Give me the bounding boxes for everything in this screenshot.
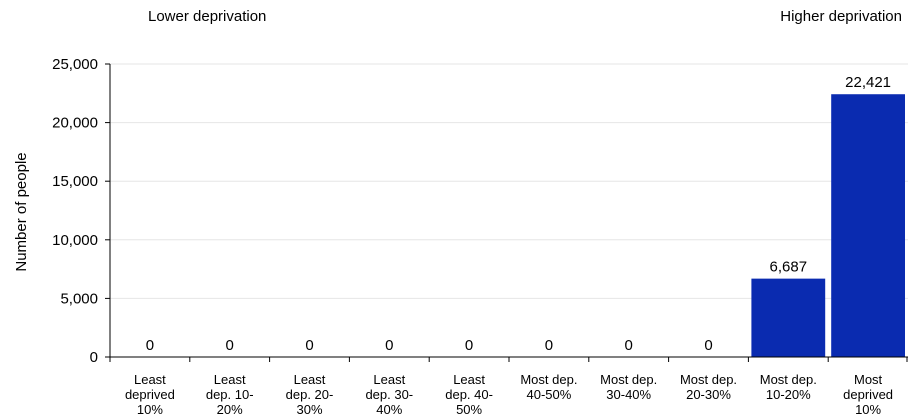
x-tick-label: Least dep. 20-30% <box>286 372 334 417</box>
bar-value-label: 6,687 <box>770 259 808 276</box>
x-axis: Least deprived 10% Least dep. 10-20% Least dep… <box>109 356 908 417</box>
y-axis: 0 5,000 10,000 15,000 20,000 25,000 <box>52 56 111 366</box>
x-tick-label: Most dep. 10-20% <box>760 372 817 402</box>
bar-value-label: 22,421 <box>845 74 891 91</box>
y-tick-label: 15,000 <box>52 173 98 190</box>
bar-value-label: 0 <box>465 337 473 354</box>
y-tick-label: 25,000 <box>52 56 98 73</box>
y-axis-title: Number of people <box>13 152 30 271</box>
bars: 0 0 0 0 0 0 0 0 6,687 22,421 <box>146 74 905 357</box>
lower-deprivation-label: Lower deprivation <box>148 8 267 25</box>
bar-value-label: 0 <box>385 337 393 354</box>
bar <box>831 94 905 357</box>
y-tick-label: 10,000 <box>52 232 98 249</box>
x-tick-label: Least dep. 30-40% <box>365 372 413 417</box>
x-tick-label: Least dep. 40-50% <box>445 372 493 417</box>
y-tick-label: 5,000 <box>60 290 98 307</box>
higher-deprivation-label: Higher deprivation <box>780 8 902 25</box>
x-tick-label: Most deprived 10% <box>843 372 893 417</box>
bar-value-label: 0 <box>704 337 712 354</box>
bar-value-label: 0 <box>226 337 234 354</box>
bar-value-label: 0 <box>305 337 313 354</box>
bar-value-label: 0 <box>146 337 154 354</box>
x-tick-label: Most dep. 30-40% <box>600 372 657 402</box>
x-tick-label: Least deprived 10% <box>125 372 175 417</box>
bar <box>751 278 826 357</box>
bar-value-label: 0 <box>625 337 633 354</box>
x-tick-label: Most dep. 20-30% <box>680 372 737 402</box>
y-tick-label: 0 <box>90 349 98 366</box>
x-tick-label: Least dep. 10-20% <box>206 372 254 417</box>
bar-value-label: 0 <box>545 337 553 354</box>
y-tick-label: 20,000 <box>52 115 98 132</box>
x-tick-label: Most dep. 40-50% <box>520 372 577 402</box>
